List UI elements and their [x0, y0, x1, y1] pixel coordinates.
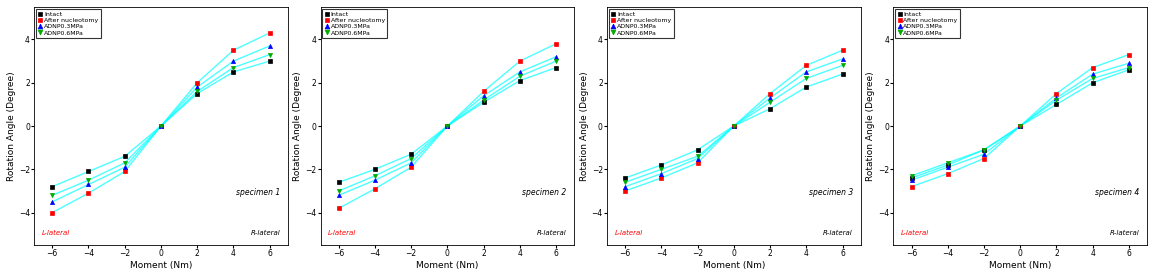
Y-axis label: Rotation Angle (Degree): Rotation Angle (Degree) — [579, 71, 589, 181]
Text: R-lateral: R-lateral — [250, 230, 280, 235]
Text: L-lateral: L-lateral — [42, 230, 70, 235]
Text: R-lateral: R-lateral — [1110, 230, 1139, 235]
X-axis label: Moment (Nm): Moment (Nm) — [703, 261, 765, 270]
Legend: Intact, After nucleotomy, ADNP0.3MPa, ADNP0.6MPa: Intact, After nucleotomy, ADNP0.3MPa, AD… — [609, 9, 674, 38]
Y-axis label: Rotation Angle (Degree): Rotation Angle (Degree) — [293, 71, 302, 181]
Text: specimen 3: specimen 3 — [809, 188, 853, 198]
Y-axis label: Rotation Angle (Degree): Rotation Angle (Degree) — [867, 71, 875, 181]
Text: R-lateral: R-lateral — [537, 230, 567, 235]
Legend: Intact, After nucleotomy, ADNP0.3MPa, ADNP0.6MPa: Intact, After nucleotomy, ADNP0.3MPa, AD… — [36, 9, 100, 38]
Text: R-lateral: R-lateral — [823, 230, 853, 235]
Text: L-lateral: L-lateral — [615, 230, 643, 235]
Text: L-lateral: L-lateral — [328, 230, 357, 235]
X-axis label: Moment (Nm): Moment (Nm) — [129, 261, 193, 270]
Text: specimen 1: specimen 1 — [235, 188, 280, 198]
Text: specimen 4: specimen 4 — [1095, 188, 1139, 198]
X-axis label: Moment (Nm): Moment (Nm) — [417, 261, 479, 270]
X-axis label: Moment (Nm): Moment (Nm) — [989, 261, 1051, 270]
Legend: Intact, After nucleotomy, ADNP0.3MPa, ADNP0.6MPa: Intact, After nucleotomy, ADNP0.3MPa, AD… — [322, 9, 388, 38]
Text: specimen 2: specimen 2 — [523, 188, 567, 198]
Y-axis label: Rotation Angle (Degree): Rotation Angle (Degree) — [7, 71, 16, 181]
Legend: Intact, After nucleotomy, ADNP0.3MPa, ADNP0.6MPa: Intact, After nucleotomy, ADNP0.3MPa, AD… — [896, 9, 960, 38]
Text: L-lateral: L-lateral — [901, 230, 929, 235]
